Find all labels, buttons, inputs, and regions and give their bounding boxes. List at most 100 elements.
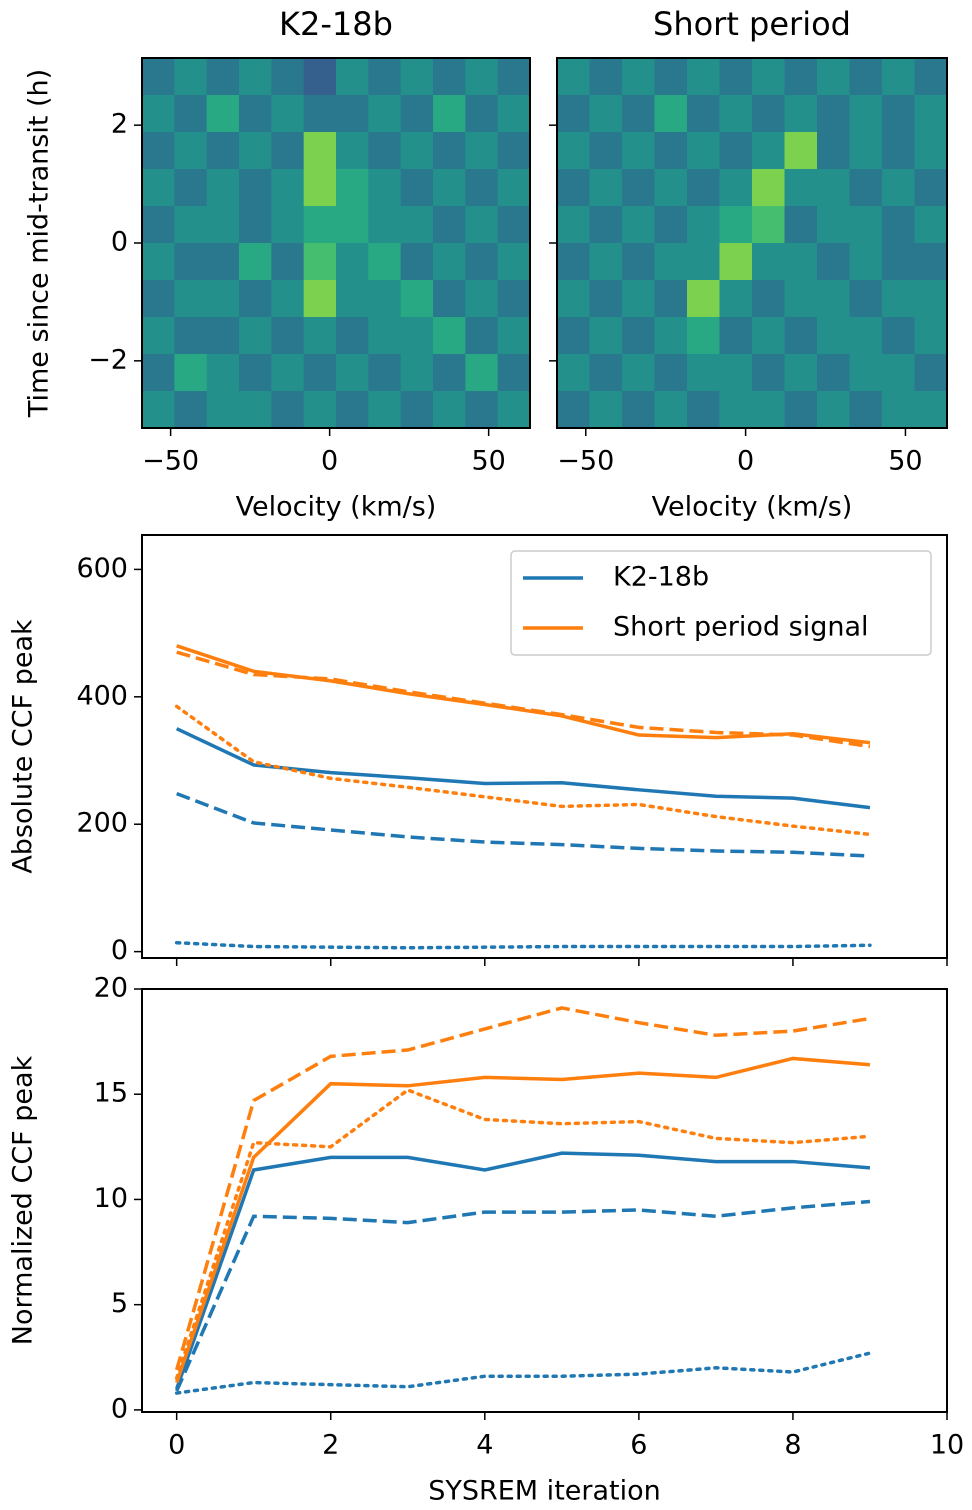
- heatmap-cell: [465, 354, 499, 392]
- plot-frame: [141, 534, 948, 959]
- heatmap-cell: [752, 317, 786, 355]
- heatmap-cell: [849, 169, 883, 207]
- heatmap-cell: [433, 206, 466, 244]
- heatmap-cell: [303, 169, 337, 207]
- heatmap-cell: [336, 391, 369, 429]
- heatmap-cell: [622, 391, 656, 429]
- heatmap-cell: [719, 95, 753, 133]
- heatmap-cell: [336, 58, 369, 96]
- heatmap-cell: [654, 169, 688, 207]
- heatmap-cell: [752, 95, 786, 133]
- heatmap-cell: [784, 243, 818, 281]
- heatmap-cell: [654, 280, 688, 318]
- heatmap-cell: [557, 243, 591, 281]
- heatmap-cell: [719, 243, 753, 281]
- heatmap-cell: [882, 317, 916, 355]
- heatmap-cell: [368, 354, 402, 392]
- heatmap-cell: [687, 206, 721, 244]
- heatmap-cell: [400, 280, 434, 318]
- heatmap-cell: [784, 95, 818, 133]
- heatmap-cell: [589, 132, 623, 170]
- heatmap-cell: [914, 391, 948, 429]
- legend-label: Short period signal: [613, 612, 869, 643]
- heatmap-cell: [914, 132, 948, 170]
- heatmap-cell: [589, 169, 623, 207]
- heatmap-cell: [622, 169, 656, 207]
- heatmap-cell: [174, 132, 208, 170]
- heatmap-cell: [174, 280, 208, 318]
- series-line: [174, 1088, 872, 1381]
- heatmap-cell: [303, 58, 337, 96]
- series-line: [175, 1199, 871, 1392]
- x-tick-label: −50: [557, 446, 614, 477]
- heatmap-cell: [622, 354, 656, 392]
- heatmap-cell: [433, 132, 466, 170]
- heatmap-cell: [433, 354, 466, 392]
- legend-label: K2-18b: [613, 562, 709, 593]
- heatmap-cell: [465, 317, 499, 355]
- heatmap-cell: [239, 391, 272, 429]
- heatmap-cell: [817, 132, 851, 170]
- heatmap-cell: [882, 391, 916, 429]
- heatmap-cell: [817, 206, 851, 244]
- heatmap-cell: [303, 132, 337, 170]
- heatmap-cell: [719, 280, 753, 318]
- heatmap-cell: [654, 95, 688, 133]
- heatmap-cell: [849, 243, 883, 281]
- x-axis-label: Velocity (km/s): [652, 492, 853, 523]
- heatmap-cell: [465, 58, 499, 96]
- series-line: [175, 727, 871, 810]
- x-tick-label: 0: [737, 446, 754, 477]
- chart-title: Short period: [653, 5, 851, 43]
- heatmap-cell: [206, 169, 240, 207]
- heatmap-cell: [368, 132, 402, 170]
- x-tick-label: 0: [168, 1430, 185, 1461]
- y-tick-label: 20: [94, 973, 128, 1004]
- series-line: [176, 792, 871, 858]
- heatmap-cell: [239, 58, 272, 96]
- heatmap-cell: [914, 354, 948, 392]
- heatmap-cell: [433, 280, 466, 318]
- heatmap-cell: [784, 354, 818, 392]
- heatmap-cell: [271, 95, 305, 133]
- heatmap-cell: [817, 317, 851, 355]
- heatmap-cell: [303, 354, 337, 392]
- heatmap-cell: [654, 206, 688, 244]
- heatmap-cell: [914, 317, 948, 355]
- heatmap-cell: [589, 206, 623, 244]
- heatmap-cell: [497, 132, 531, 170]
- heatmap-cell: [303, 243, 337, 281]
- heatmap-cell: [882, 58, 916, 96]
- heatmap-cell: [497, 206, 531, 244]
- heatmap-cell: [174, 354, 208, 392]
- y-tick-label: 400: [76, 680, 128, 711]
- heatmap-cell: [719, 391, 753, 429]
- heatmap-cell: [557, 280, 591, 318]
- heatmap-cell: [433, 243, 466, 281]
- heatmap-cell: [654, 354, 688, 392]
- heatmap-cell: [433, 95, 466, 133]
- y-axis-label: Absolute CCF peak: [8, 619, 39, 874]
- heatmap-cell: [368, 206, 402, 244]
- heatmap-cell: [336, 169, 369, 207]
- heatmap-cell: [817, 169, 851, 207]
- heatmap-cell: [622, 243, 656, 281]
- heatmap-cell: [654, 391, 688, 429]
- heatmap-cell: [465, 280, 499, 318]
- series-line: [175, 1056, 871, 1384]
- heatmap-cell: [654, 317, 688, 355]
- heatmap-cell: [271, 391, 305, 429]
- heatmap-cell: [784, 132, 818, 170]
- heatmap-cell: [687, 58, 721, 96]
- heatmap-cell: [914, 58, 948, 96]
- heatmap-cell: [174, 391, 208, 429]
- heatmap-cell: [206, 132, 240, 170]
- heatmap-cell: [719, 169, 753, 207]
- heatmap-cell: [400, 95, 434, 133]
- heatmap-cell: [752, 354, 786, 392]
- heatmap-cell: [687, 280, 721, 318]
- heatmap-cell: [497, 280, 531, 318]
- heatmap-cell: [400, 206, 434, 244]
- heatmap-cell: [589, 317, 623, 355]
